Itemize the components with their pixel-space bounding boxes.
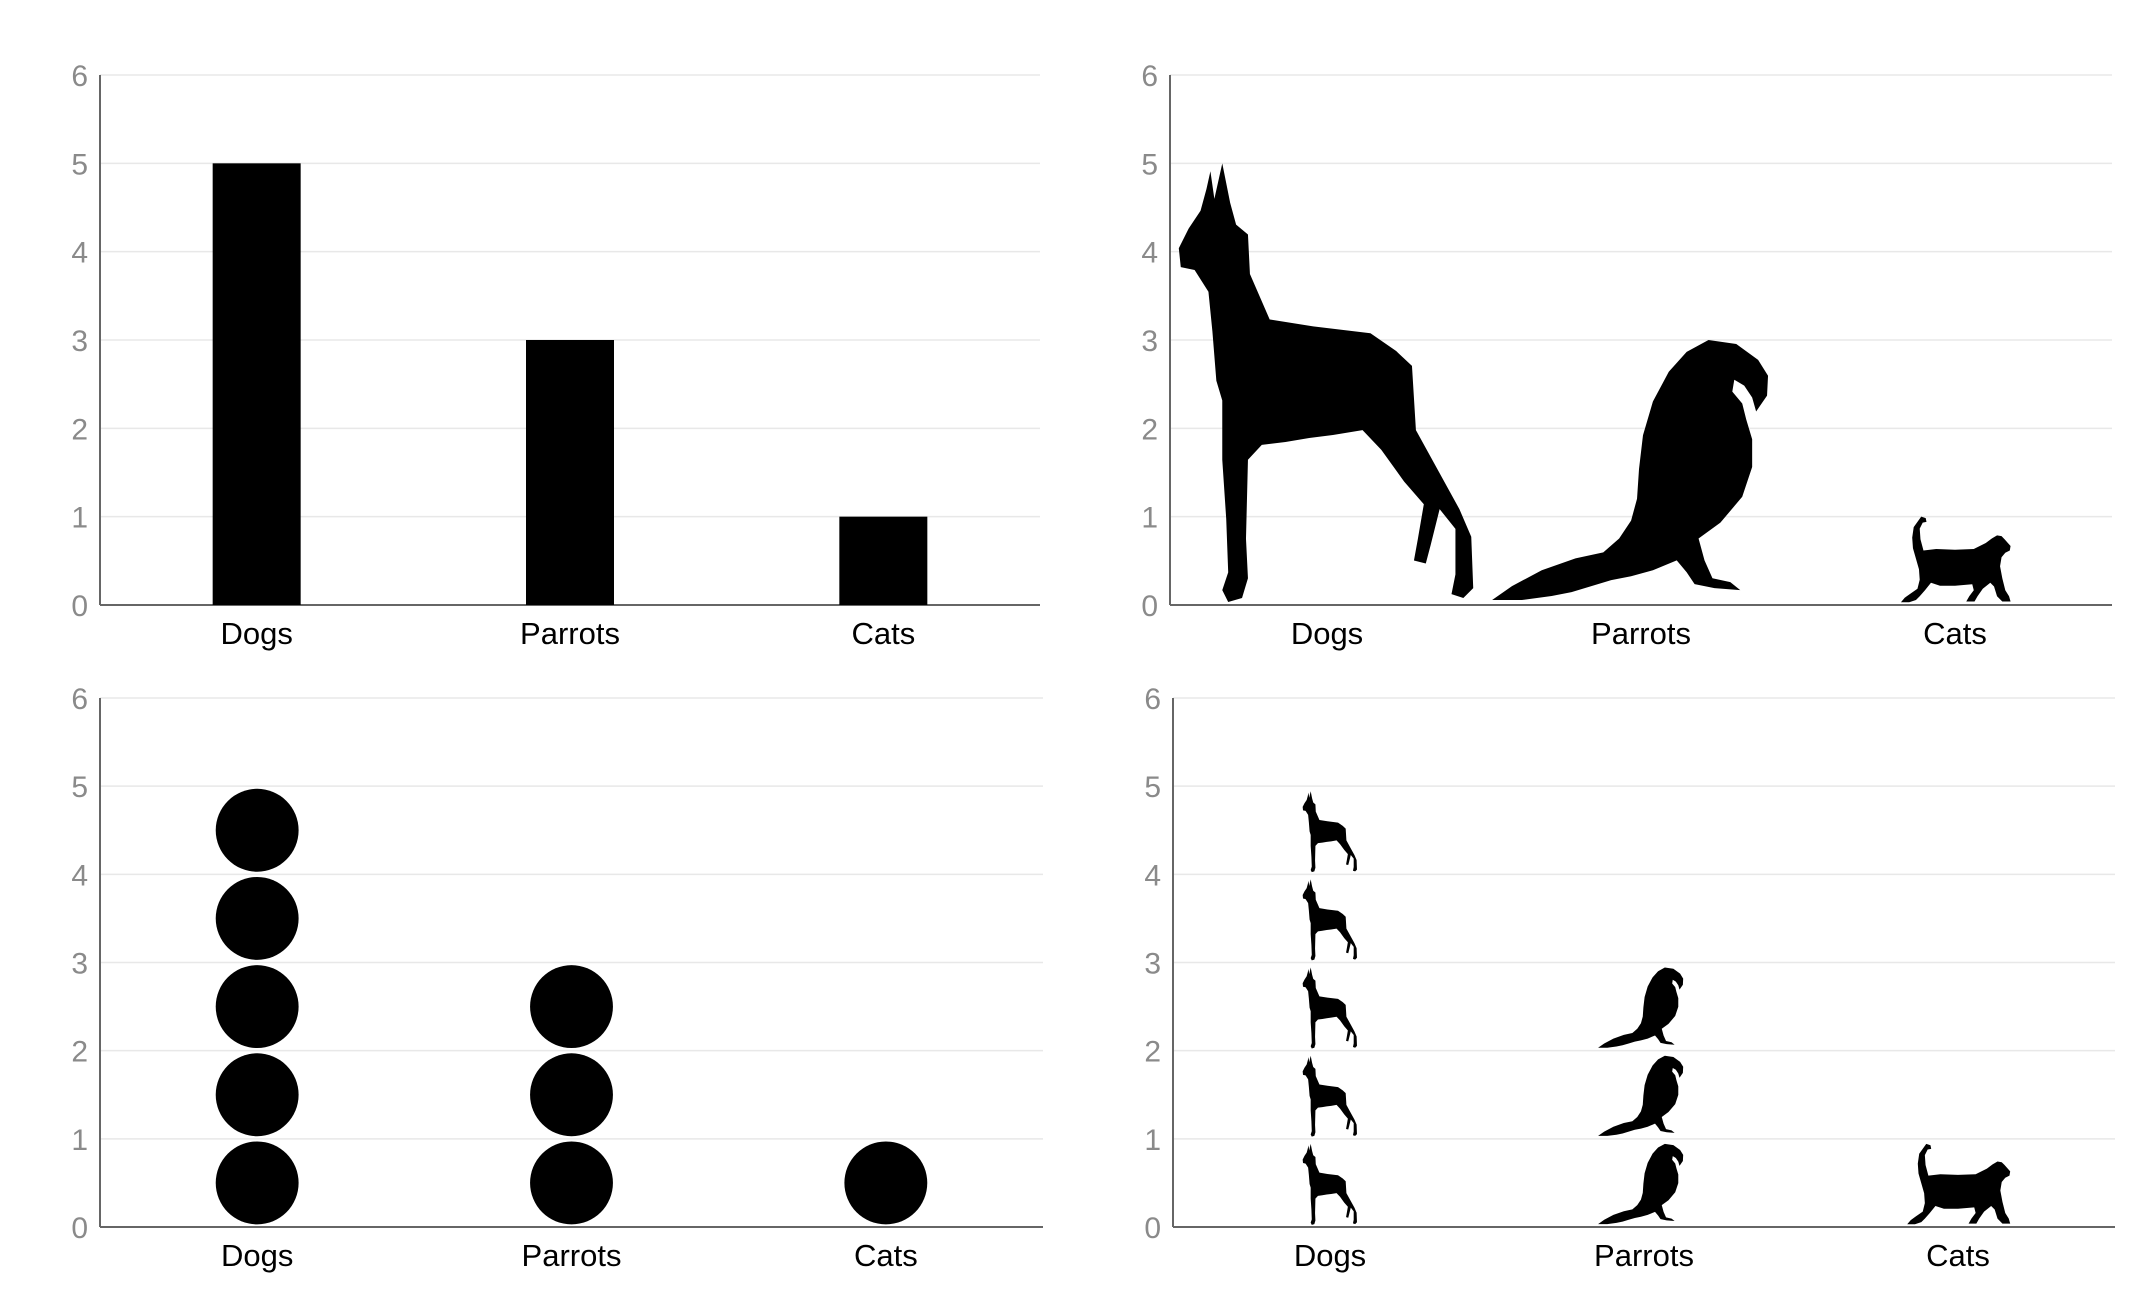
unit-icon-parrots (1598, 1143, 1684, 1225)
unit-icon-dogs (1302, 879, 1357, 961)
circle-parrots (530, 965, 613, 1049)
bar-dogs (212, 163, 301, 606)
chart-panel-1: 0 1 2 3 4 5 6 Dogs Parrots Cats (71, 60, 1040, 651)
y-tick-label: 2 (71, 1036, 88, 1069)
y-tick-label: 0 (1141, 590, 1158, 623)
dog-icon-shape (1178, 163, 1474, 603)
dog-icon-shape (1302, 967, 1357, 1049)
unit-icon-dogs (1302, 1055, 1357, 1137)
y-tick-label: 1 (71, 1124, 88, 1157)
circle-dogs (215, 1053, 299, 1137)
x-tick-label: Dogs (221, 1238, 293, 1273)
x-tick-label: Dogs (220, 616, 292, 651)
chart-panel-3: 0 1 2 3 4 5 6 Dogs Parrots Cats (71, 683, 1043, 1273)
circle-dogs (215, 788, 299, 872)
y-tick-label: 4 (1144, 859, 1161, 892)
y-tick-label: 2 (71, 413, 88, 446)
x-tick-label: Cats (851, 616, 915, 651)
circle-cats (844, 1141, 928, 1225)
chart-panel-2: 0 1 2 3 4 5 6 Dogs Parrots Cats (1141, 60, 2112, 651)
cat-icon-shape (1907, 1143, 2011, 1225)
x-tick-label: Parrots (520, 616, 620, 651)
silhouette-dogs (1178, 163, 1474, 603)
circle-dogs (215, 876, 299, 960)
y-tick-label: 1 (71, 502, 88, 535)
y-tick-label: 1 (1141, 502, 1158, 535)
y-tick-label: 0 (1144, 1212, 1161, 1245)
y-tick-label: 0 (71, 1212, 88, 1245)
y-tick-label: 2 (1141, 413, 1158, 446)
y-tick-label: 5 (71, 148, 88, 181)
unit-icon-parrots (1598, 1055, 1684, 1136)
cat-icon-shape (1900, 516, 2011, 603)
unit-icon-dogs (1302, 1143, 1357, 1225)
x-tick-label: Cats (854, 1238, 918, 1273)
x-tick-label: Parrots (1591, 616, 1691, 651)
x-tick-label: Parrots (1594, 1238, 1694, 1273)
y-tick-label: 4 (71, 859, 88, 892)
y-tick-label: 6 (71, 683, 88, 716)
parrot-icon-shape (1492, 340, 1769, 601)
circle-dogs (215, 965, 299, 1049)
chart-panel-4: 0 1 2 3 4 5 6 Dogs Parrots Cats (1144, 683, 2115, 1273)
y-tick-label: 5 (1141, 148, 1158, 181)
unit-icon-dogs (1302, 967, 1357, 1049)
y-tick-label: 1 (1144, 1124, 1161, 1157)
y-tick-label: 3 (71, 948, 88, 981)
y-tick-label: 0 (71, 590, 88, 623)
y-tick-label: 2 (1144, 1036, 1161, 1069)
y-tick-label: 4 (1141, 237, 1158, 270)
dog-icon-shape (1302, 879, 1357, 961)
x-tick-label: Parrots (522, 1238, 622, 1273)
unit-icon-cats (1907, 1143, 2011, 1225)
parrot-icon-shape (1598, 1055, 1684, 1136)
circle-parrots (530, 1053, 613, 1137)
y-tick-label: 6 (71, 60, 88, 93)
parrot-icon-shape (1598, 967, 1684, 1048)
x-tick-label: Cats (1926, 1238, 1990, 1273)
unit-icon-parrots (1598, 967, 1684, 1048)
silhouette-parrots (1492, 340, 1769, 601)
y-tick-label: 3 (1141, 325, 1158, 358)
circle-dogs (215, 1141, 299, 1225)
x-tick-label: Dogs (1291, 616, 1363, 651)
y-tick-label: 5 (71, 771, 88, 804)
y-tick-label: 6 (1141, 60, 1158, 93)
y-tick-label: 3 (1144, 948, 1161, 981)
parrot-icon-shape (1598, 1143, 1684, 1225)
dog-icon-shape (1302, 1055, 1357, 1137)
unit-icon-dogs (1302, 791, 1357, 873)
x-tick-label: Dogs (1294, 1238, 1366, 1273)
silhouette-cats (1900, 516, 2011, 603)
y-tick-label: 3 (71, 325, 88, 358)
dog-icon-shape (1302, 791, 1357, 873)
y-tick-label: 5 (1144, 771, 1161, 804)
dog-icon-shape (1302, 1143, 1357, 1225)
x-tick-label: Cats (1923, 616, 1987, 651)
y-tick-label: 4 (71, 237, 88, 270)
bar-cats (839, 516, 928, 605)
bar-parrots (526, 340, 614, 605)
circle-parrots (530, 1141, 613, 1225)
y-tick-label: 6 (1144, 683, 1161, 716)
